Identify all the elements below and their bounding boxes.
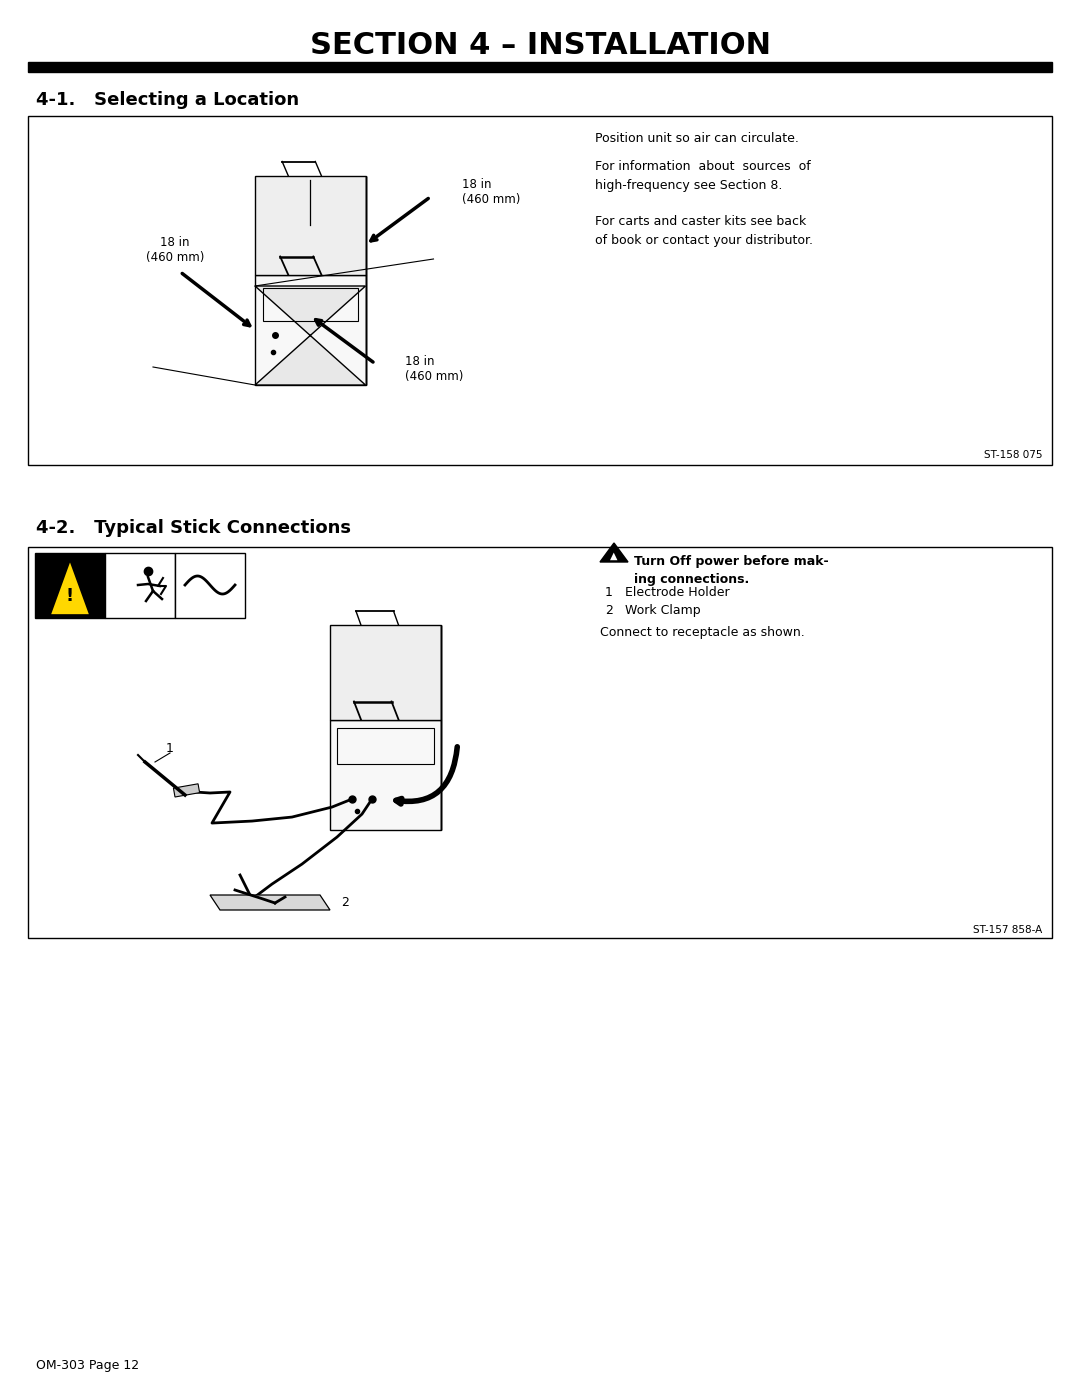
Text: 18 in
(460 mm): 18 in (460 mm) (405, 355, 463, 383)
Text: 1: 1 (166, 742, 174, 754)
Text: Electrode Holder: Electrode Holder (625, 585, 730, 599)
Text: 2: 2 (341, 897, 349, 909)
Polygon shape (210, 895, 330, 909)
Polygon shape (330, 624, 441, 719)
Text: 1: 1 (605, 585, 612, 599)
Text: 4-2.   Typical Stick Connections: 4-2. Typical Stick Connections (36, 520, 351, 536)
Text: Position unit so air can circulate.: Position unit so air can circulate. (595, 131, 799, 145)
Bar (28, 116, 1052, 465)
Bar (175, 553, 245, 617)
Polygon shape (600, 543, 627, 562)
Bar (35, 553, 105, 617)
Text: !: ! (66, 587, 75, 605)
Polygon shape (255, 286, 365, 386)
Polygon shape (330, 719, 441, 830)
Text: For carts and caster kits see back
of book or contact your distributor.: For carts and caster kits see back of bo… (595, 215, 813, 247)
Text: OM-303 Page 12: OM-303 Page 12 (36, 1358, 139, 1372)
Text: ST-157 858-A: ST-157 858-A (973, 925, 1042, 935)
Bar (105, 553, 175, 617)
Text: Work Clamp: Work Clamp (625, 604, 701, 617)
Polygon shape (255, 176, 365, 274)
Text: 2: 2 (605, 604, 612, 617)
Polygon shape (50, 560, 90, 615)
Text: 4-1.   Selecting a Location: 4-1. Selecting a Location (36, 91, 299, 109)
Text: ST-158 075: ST-158 075 (984, 450, 1042, 460)
Polygon shape (255, 274, 365, 386)
Text: Connect to receptacle as shown.: Connect to receptacle as shown. (600, 626, 805, 638)
Bar (174, 784, 200, 798)
Text: ▲: ▲ (610, 550, 618, 562)
Text: 18 in
(460 mm): 18 in (460 mm) (146, 236, 204, 264)
Bar (28, 548, 1052, 937)
Text: SECTION 4 – INSTALLATION: SECTION 4 – INSTALLATION (310, 32, 770, 60)
Text: For information  about  sources  of
high-frequency see Section 8.: For information about sources of high-fr… (595, 161, 811, 191)
Text: 18 in
(460 mm): 18 in (460 mm) (462, 177, 521, 205)
Bar (28, 61, 1052, 73)
Text: Turn Off power before mak-
ing connections.: Turn Off power before mak- ing connectio… (634, 555, 828, 585)
